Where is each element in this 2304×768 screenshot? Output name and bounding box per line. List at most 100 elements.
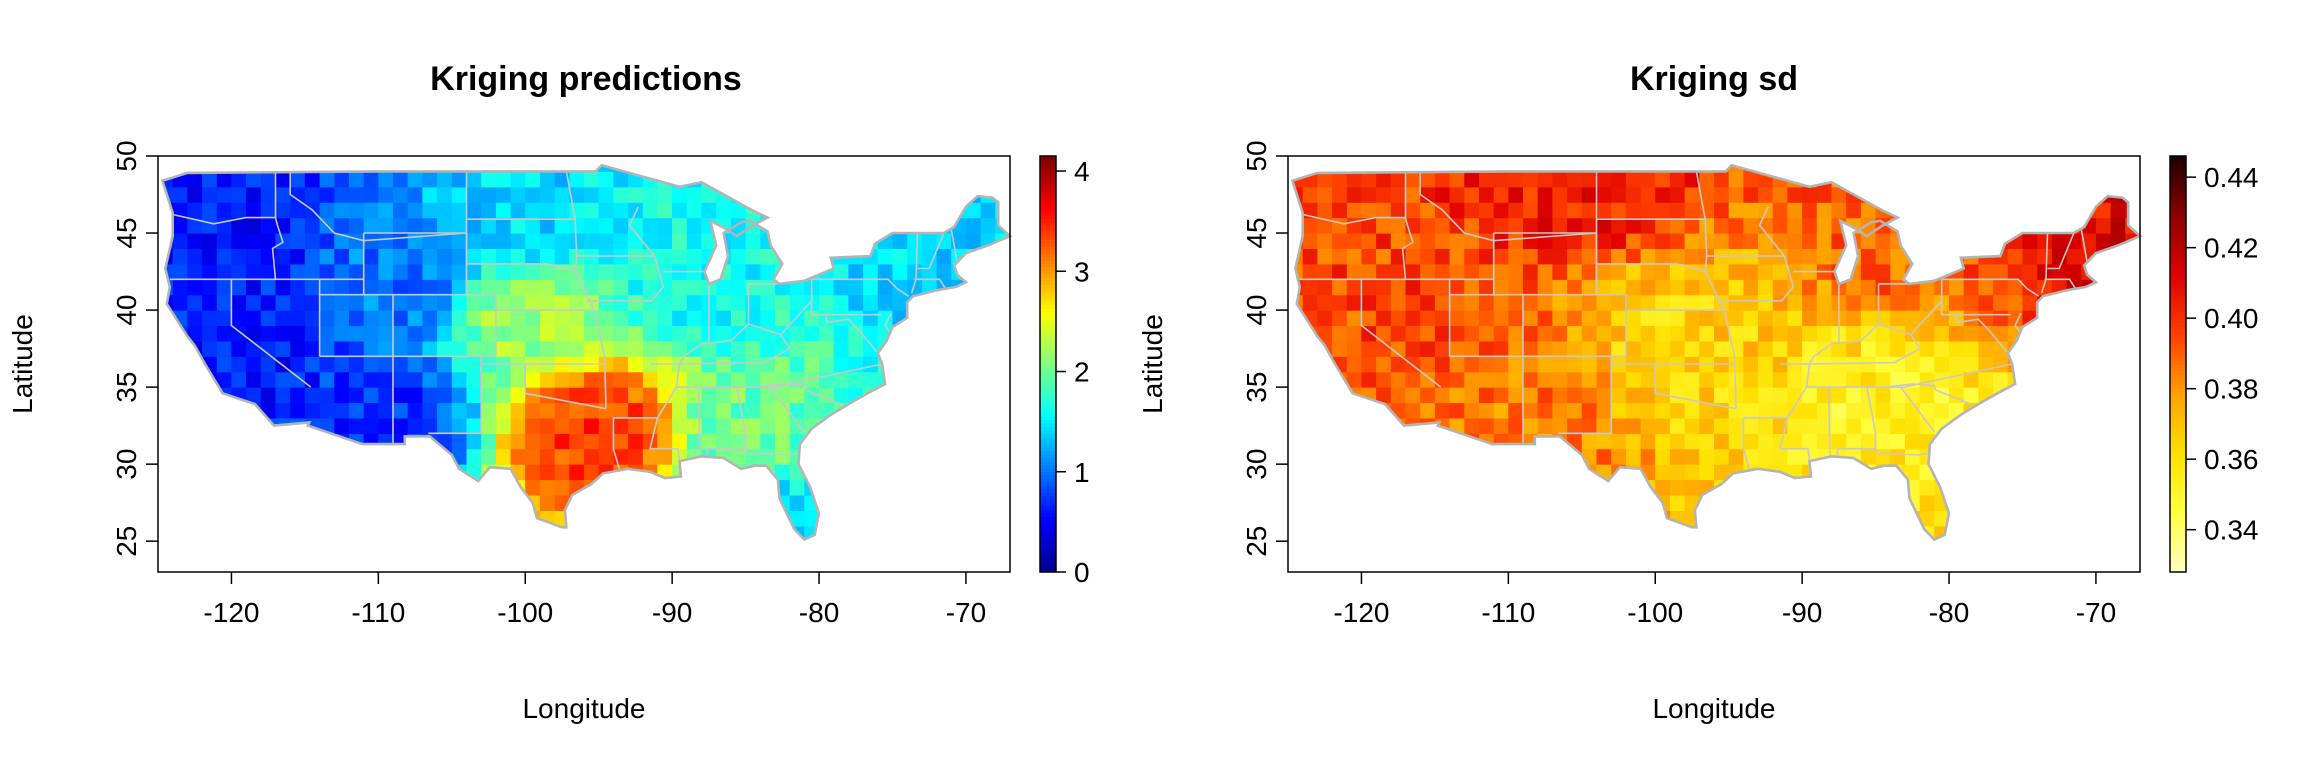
heatmap-cell <box>1919 294 1935 311</box>
colorbar-swatch <box>1040 173 1056 178</box>
heatmap-cell <box>819 557 834 573</box>
heatmap-cell <box>2081 510 2097 527</box>
colorbar-swatch <box>1040 485 1056 490</box>
heatmap-cell <box>746 541 761 557</box>
heatmap-cell <box>2125 371 2140 388</box>
heatmap-cell <box>1699 294 1715 311</box>
heatmap-cell <box>1875 371 1891 388</box>
heatmap-cell <box>231 510 247 527</box>
heatmap-cell <box>466 325 482 342</box>
heatmap-cell <box>951 387 967 404</box>
heatmap-cell <box>466 371 482 388</box>
heatmap-cell <box>246 356 262 373</box>
heatmap-cell <box>965 525 982 540</box>
heatmap-cell <box>1361 356 1377 373</box>
heatmap-cell <box>539 479 556 496</box>
heatmap-cell <box>936 402 952 419</box>
heatmap-cell <box>995 310 1010 327</box>
heatmap-cell <box>1567 495 1583 511</box>
heatmap-cell <box>539 217 556 234</box>
heatmap-cell <box>598 479 614 496</box>
heatmap-cell <box>495 248 512 265</box>
heatmap-cell <box>1993 479 2009 496</box>
heatmap-cell <box>2037 340 2053 357</box>
heatmap-cell <box>1567 356 1583 373</box>
heatmap-cell <box>407 371 423 388</box>
heatmap-cell <box>422 165 438 172</box>
heatmap-cell <box>246 371 262 388</box>
heatmap-cell <box>877 448 894 465</box>
heatmap-cell <box>1890 186 1906 203</box>
heatmap-cell <box>510 165 526 172</box>
heatmap-cell <box>466 165 482 172</box>
heatmap-cell <box>1581 325 1598 342</box>
heatmap-cell <box>172 217 188 234</box>
heatmap-cell <box>555 541 570 557</box>
heatmap-cell <box>2007 202 2024 219</box>
heatmap-cell <box>686 325 703 342</box>
heatmap-cell <box>1963 340 1979 357</box>
heatmap-cell <box>1420 417 1436 434</box>
heatmap-cell <box>907 263 923 280</box>
heatmap-cell <box>246 217 262 234</box>
heatmap-cell <box>1346 433 1363 450</box>
heatmap-cell <box>642 433 659 450</box>
heatmap-cell <box>1537 387 1553 404</box>
heatmap-cell <box>481 233 497 249</box>
colorbar-tick-label: 0.40 <box>2204 303 2259 334</box>
heatmap-cell <box>2022 202 2038 219</box>
heatmap-cell <box>495 279 512 296</box>
heatmap-cell <box>1390 448 1407 465</box>
heatmap-cell <box>848 202 864 219</box>
heatmap-cell <box>921 371 938 388</box>
heatmap-cell <box>510 279 526 296</box>
heatmap-cell <box>921 448 938 465</box>
heatmap-cell <box>1537 217 1553 234</box>
heatmap-cell <box>804 165 820 172</box>
heatmap-cell <box>290 263 306 280</box>
heatmap-cell <box>451 387 468 404</box>
x-tick-label: -80 <box>1929 597 1969 628</box>
heatmap-cell <box>613 294 629 311</box>
state-boundary <box>289 171 467 242</box>
heatmap-cell <box>2066 402 2082 419</box>
heatmap-cell <box>246 479 262 496</box>
heatmap-cell <box>980 186 996 203</box>
heatmap-cell <box>1669 294 1686 311</box>
heatmap-cell <box>789 217 805 234</box>
heatmap-cell <box>642 310 659 327</box>
heatmap-cell <box>892 371 908 388</box>
heatmap-cell <box>1949 202 1965 219</box>
heatmap-cell <box>1875 356 1891 373</box>
heatmap-cell <box>349 495 365 511</box>
heatmap-cell <box>2095 279 2112 296</box>
heatmap-cell <box>1860 479 1877 496</box>
heatmap-cell <box>1816 464 1833 481</box>
heatmap-cell <box>187 448 203 465</box>
heatmap-cell <box>965 387 982 404</box>
heatmap-cell <box>305 557 320 573</box>
heatmap-cell <box>334 165 350 172</box>
heatmap-cell <box>1743 217 1759 234</box>
heatmap-cell <box>378 510 394 527</box>
heatmap-cell <box>628 340 644 357</box>
heatmap-cell <box>2022 263 2038 280</box>
heatmap-cell <box>467 557 482 573</box>
heatmap-cell <box>525 263 541 280</box>
colorbar-swatch <box>1040 305 1056 310</box>
heatmap-cell <box>745 433 761 450</box>
heatmap-cell <box>216 263 233 280</box>
heatmap-cell <box>1508 510 1524 527</box>
heatmap-cell <box>407 186 423 203</box>
heatmap-cell <box>716 525 732 540</box>
heatmap-cell <box>628 387 644 404</box>
heatmap-cell <box>172 433 188 450</box>
heatmap-cell <box>980 171 996 188</box>
heatmap-cell <box>172 510 188 527</box>
heatmap-cell <box>319 448 335 465</box>
heatmap-cell <box>1567 325 1583 342</box>
heatmap-cell <box>1934 340 1950 357</box>
heatmap-cell <box>2051 448 2068 465</box>
heatmap-cell <box>1787 233 1803 249</box>
state-boundary <box>1742 417 1751 470</box>
